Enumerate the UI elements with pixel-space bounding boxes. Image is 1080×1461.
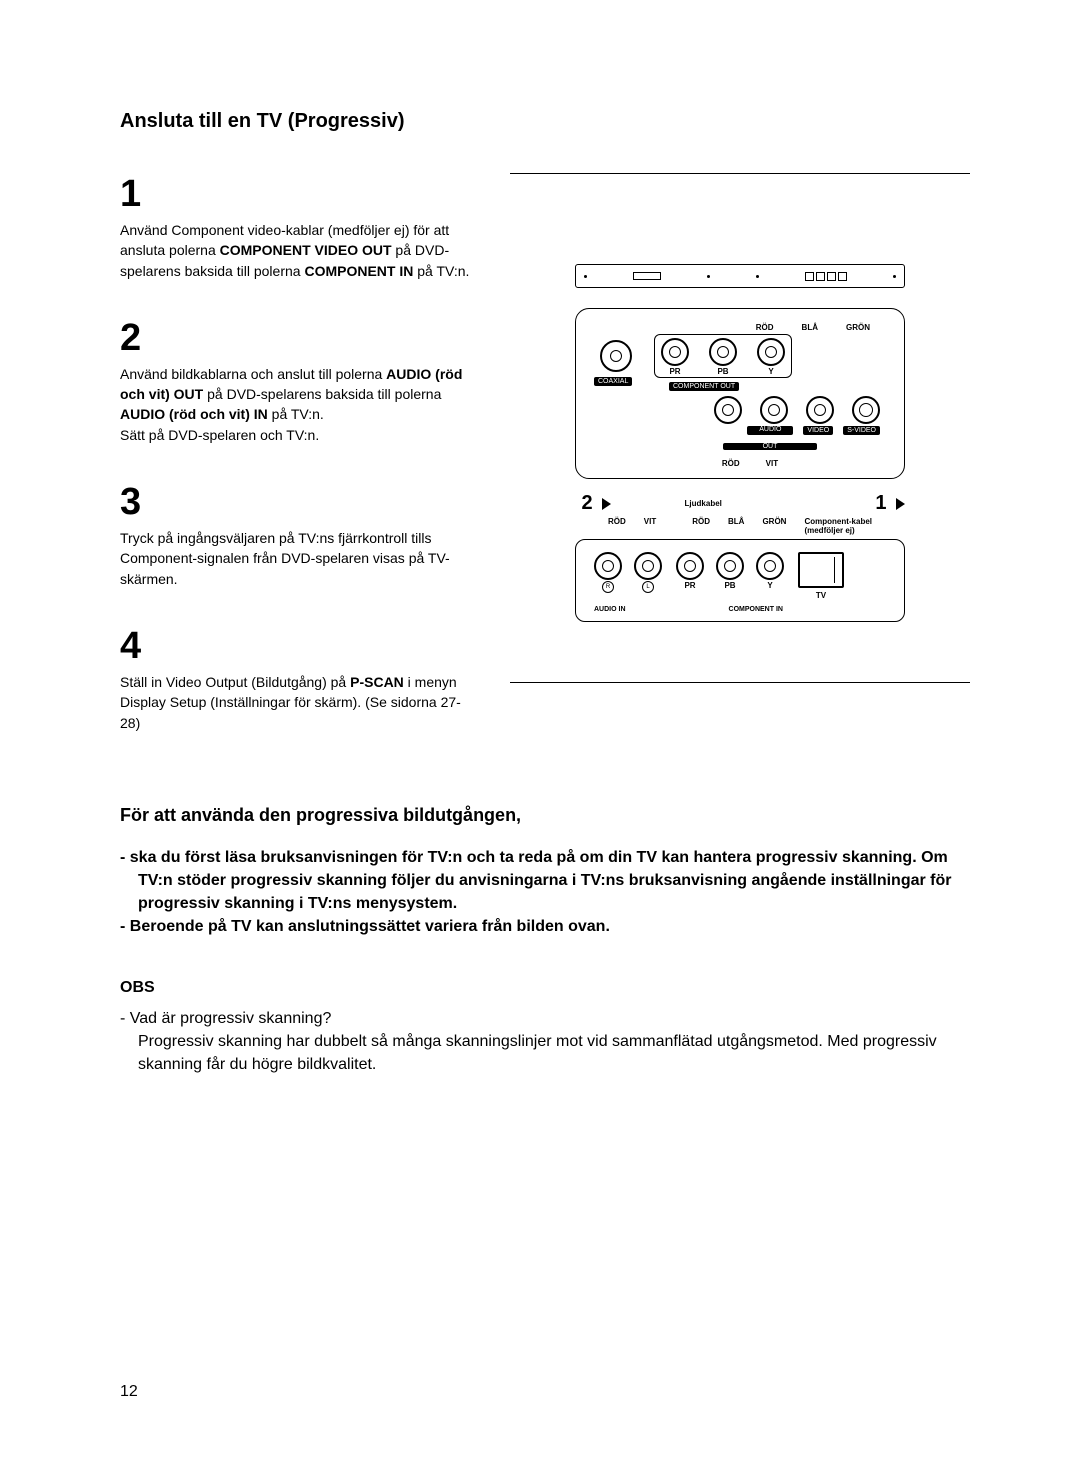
audio-l-jack	[760, 396, 788, 424]
step-number: 2	[120, 317, 480, 360]
tv-pb	[716, 552, 744, 580]
obs-heading: OBS	[120, 979, 970, 997]
dvd-back-panel: RÖD BLÅ GRÖN COAXIAL PR PB Y C	[575, 308, 905, 479]
video-jack	[806, 396, 834, 424]
step-number: 1	[120, 173, 480, 216]
jack-label: OUT	[723, 443, 818, 450]
color-label: RÖD	[722, 459, 740, 468]
jack-label: S-VIDEO	[843, 426, 880, 435]
jack-label: COAXIAL	[594, 377, 632, 386]
page-title: Ansluta till en TV (Progressiv)	[120, 110, 970, 133]
jack-label: AUDIO	[747, 426, 793, 435]
cable-caption: Component-kabel (medföljer ej)	[804, 517, 872, 535]
jack-label: AUDIO IN	[594, 606, 626, 613]
cable-marker-2: 2	[575, 491, 611, 515]
dvd-player-front	[575, 264, 905, 288]
step-number: 3	[120, 481, 480, 524]
tv-back-panel: R L PR PB Y TV A	[575, 539, 905, 622]
step-text: Ställ in Video Output (Bildutgång) på P-…	[120, 672, 480, 733]
tv-pr	[676, 552, 704, 580]
audio-r-jack	[714, 396, 742, 424]
bold-instructions: - ska du först läsa bruksanvisningen för…	[120, 846, 970, 939]
connection-diagram: RÖD BLÅ GRÖN COAXIAL PR PB Y C	[510, 173, 970, 769]
coaxial-jack	[600, 340, 632, 372]
obs-body: - Vad är progressiv skanning? Progressiv…	[120, 1007, 970, 1077]
cable-marker-1: 1	[869, 491, 905, 515]
color-label: GRÖN	[846, 323, 870, 332]
pb-jack	[709, 338, 737, 366]
cable-caption: Ljudkabel	[685, 499, 722, 508]
tv-y	[756, 552, 784, 580]
step-text: Använd Component video-kablar (medföljer…	[120, 220, 480, 281]
y-jack	[757, 338, 785, 366]
jack-label: COMPONENT IN	[729, 606, 783, 613]
section-subhead: För att använda den progressiva bildutgå…	[120, 805, 970, 826]
svideo-jack	[852, 396, 880, 424]
color-label: BLÅ	[802, 323, 818, 332]
tv-audio-l	[634, 552, 662, 580]
pr-jack	[661, 338, 689, 366]
color-label: VIT	[766, 459, 778, 468]
page-number: 12	[120, 1383, 138, 1401]
tv-icon	[798, 552, 844, 588]
steps-column: 1 Använd Component video-kablar (medfölj…	[120, 173, 480, 769]
step-number: 4	[120, 625, 480, 668]
step-text: Använd bildkablarna och anslut till pole…	[120, 364, 480, 445]
tv-audio-r	[594, 552, 622, 580]
tv-label: TV	[798, 591, 844, 600]
step-text: Tryck på ingångsväljaren på TV:ns fjärrk…	[120, 528, 480, 589]
color-label: RÖD	[756, 323, 774, 332]
jack-label: VIDEO	[803, 426, 833, 435]
jack-label: COMPONENT OUT	[669, 382, 739, 391]
